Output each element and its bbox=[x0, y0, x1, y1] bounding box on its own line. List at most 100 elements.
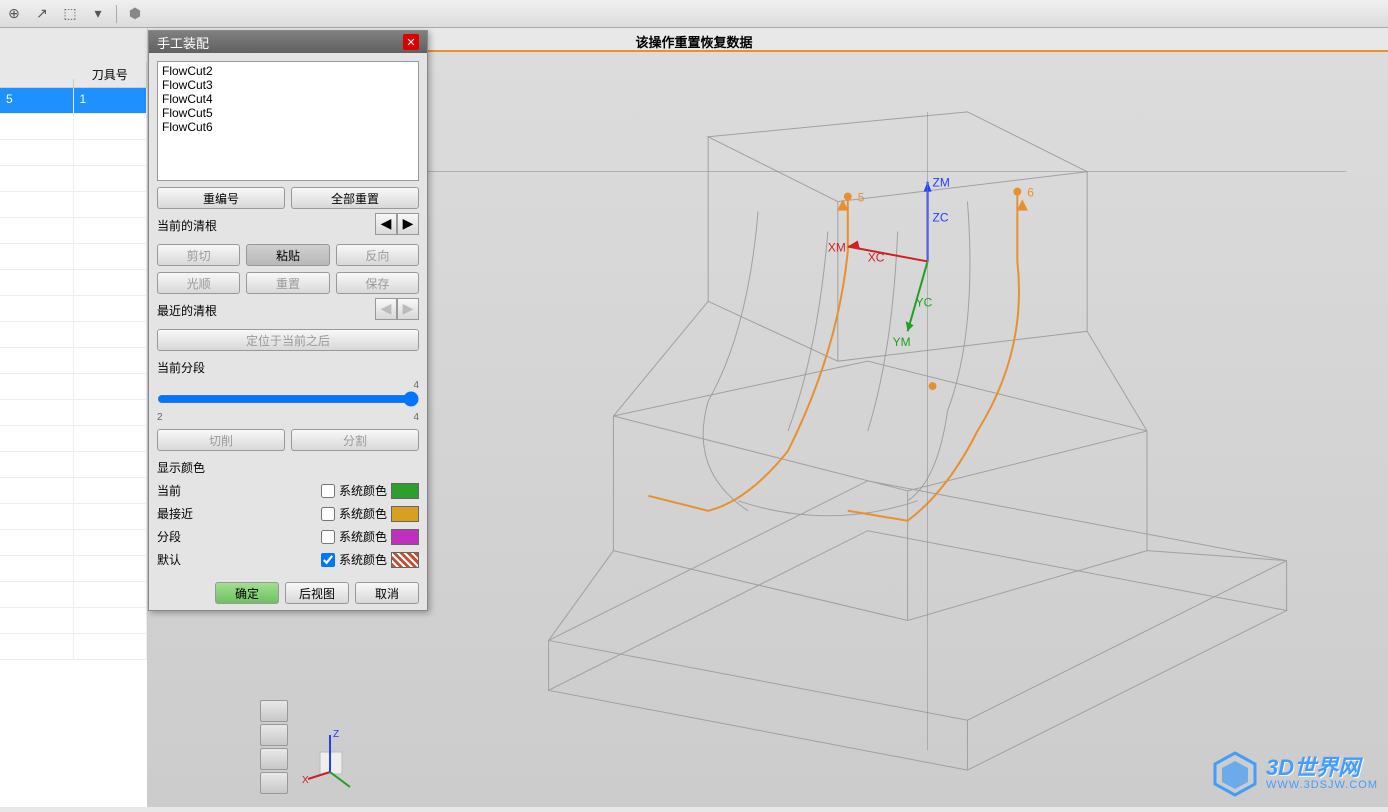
mini-tool-1[interactable] bbox=[260, 700, 288, 722]
prev-button[interactable]: ◀ bbox=[375, 213, 397, 235]
table-row[interactable] bbox=[0, 166, 147, 192]
watermark-logo-icon bbox=[1210, 749, 1260, 799]
reset-button[interactable]: 重置 bbox=[246, 272, 329, 294]
system-color-checkbox[interactable] bbox=[321, 484, 335, 498]
tool-icon-cube[interactable]: ⬢ bbox=[125, 4, 145, 24]
segment-label: 当前分段 bbox=[157, 359, 419, 376]
wireframe-model bbox=[549, 112, 1287, 770]
svg-text:YM: YM bbox=[893, 335, 911, 349]
svg-text:ZM: ZM bbox=[933, 176, 950, 190]
path-label-5: 5 bbox=[858, 191, 865, 205]
left-rows: 51 bbox=[0, 88, 147, 660]
list-item[interactable]: FlowCut2 bbox=[160, 64, 416, 78]
list-item[interactable]: FlowCut3 bbox=[160, 78, 416, 92]
recent-prev-button[interactable]: ◀ bbox=[375, 298, 397, 320]
table-row[interactable] bbox=[0, 426, 147, 452]
color-swatch[interactable] bbox=[391, 506, 419, 522]
mini-tool-2[interactable] bbox=[260, 724, 288, 746]
cancel-button[interactable]: 取消 bbox=[355, 582, 419, 604]
tool-icon-4[interactable]: ▾ bbox=[88, 4, 108, 24]
mini-tool-3[interactable] bbox=[260, 748, 288, 770]
header-cell-tool: 刀具号 bbox=[74, 62, 148, 87]
smooth-button[interactable]: 光顺 bbox=[157, 272, 240, 294]
position-after-button[interactable]: 定位于当前之后 bbox=[157, 329, 419, 351]
left-panel: 刀具号 51 bbox=[0, 28, 148, 807]
next-button[interactable]: ▶ bbox=[397, 213, 419, 235]
system-color-checkbox[interactable] bbox=[321, 530, 335, 544]
path-label-6: 6 bbox=[1027, 186, 1034, 200]
tool-icon-3[interactable]: ⬚ bbox=[60, 4, 80, 24]
color-swatch[interactable] bbox=[391, 529, 419, 545]
split-button[interactable]: 分割 bbox=[291, 429, 419, 451]
color-swatch[interactable] bbox=[391, 552, 419, 568]
table-row[interactable] bbox=[0, 296, 147, 322]
axis-triad-main: ZM ZC XM XC YM YC bbox=[409, 112, 1347, 750]
color-row: 默认系统颜色 bbox=[157, 551, 419, 568]
ok-button[interactable]: 确定 bbox=[215, 582, 279, 604]
top-toolbar: ⊕ ↗ ⬚ ▾ ⬢ bbox=[0, 0, 1388, 28]
reverse-button[interactable]: 反向 bbox=[336, 244, 419, 266]
svg-text:XC: XC bbox=[868, 250, 885, 264]
list-item[interactable]: FlowCut5 bbox=[160, 106, 416, 120]
tool-icon-1[interactable]: ⊕ bbox=[4, 4, 24, 24]
watermark-text: 3D世界网 bbox=[1266, 757, 1378, 779]
flowcut-listbox[interactable]: FlowCut2FlowCut3FlowCut4FlowCut5FlowCut6 bbox=[157, 61, 419, 181]
triad-corner: X Z bbox=[300, 727, 370, 797]
left-panel-header: 刀具号 bbox=[0, 28, 147, 88]
dialog-title-text: 手工装配 bbox=[157, 33, 209, 52]
close-icon[interactable]: ✕ bbox=[403, 34, 419, 50]
dialog-titlebar[interactable]: 手工装配 ✕ bbox=[149, 31, 427, 53]
tool-icon-2[interactable]: ↗ bbox=[32, 4, 52, 24]
system-color-checkbox[interactable] bbox=[321, 507, 335, 521]
table-row[interactable] bbox=[0, 452, 147, 478]
toolbar-divider bbox=[116, 5, 117, 23]
table-row[interactable] bbox=[0, 244, 147, 270]
table-row[interactable] bbox=[0, 140, 147, 166]
cut-button[interactable]: 剪切 bbox=[157, 244, 240, 266]
table-row[interactable] bbox=[0, 218, 147, 244]
table-row[interactable] bbox=[0, 322, 147, 348]
renumber-button[interactable]: 重编号 bbox=[157, 187, 285, 209]
mini-tool-4[interactable] bbox=[260, 772, 288, 794]
colors-label: 显示颜色 bbox=[157, 459, 419, 476]
table-row[interactable] bbox=[0, 114, 147, 140]
table-row[interactable] bbox=[0, 348, 147, 374]
table-row[interactable]: 51 bbox=[0, 88, 147, 114]
system-color-checkbox[interactable] bbox=[321, 553, 335, 567]
recent-next-button[interactable]: ▶ bbox=[397, 298, 419, 320]
svg-text:Z: Z bbox=[333, 729, 339, 740]
mini-toolbar bbox=[260, 700, 290, 794]
cutop-button[interactable]: 切削 bbox=[157, 429, 285, 451]
table-row[interactable] bbox=[0, 582, 147, 608]
table-row[interactable] bbox=[0, 192, 147, 218]
table-row[interactable] bbox=[0, 634, 147, 660]
table-row[interactable] bbox=[0, 270, 147, 296]
paste-button[interactable]: 粘贴 bbox=[246, 244, 329, 266]
svg-text:YC: YC bbox=[916, 295, 933, 309]
list-item[interactable]: FlowCut4 bbox=[160, 92, 416, 106]
current-root-label: 当前的清根 bbox=[157, 217, 217, 234]
table-row[interactable] bbox=[0, 530, 147, 556]
svg-text:ZC: ZC bbox=[933, 211, 949, 225]
watermark-sub: WWW.3DSJW.COM bbox=[1266, 779, 1378, 791]
table-row[interactable] bbox=[0, 400, 147, 426]
color-row: 分段系统颜色 bbox=[157, 528, 419, 545]
color-row: 当前系统颜色 bbox=[157, 482, 419, 499]
table-row[interactable] bbox=[0, 556, 147, 582]
recent-root-label: 最近的清根 bbox=[157, 302, 217, 319]
svg-text:X: X bbox=[302, 775, 309, 786]
segment-slider[interactable] bbox=[157, 391, 419, 407]
svg-text:XM: XM bbox=[828, 240, 846, 254]
color-swatch[interactable] bbox=[391, 483, 419, 499]
watermark: 3D世界网 WWW.3DSJW.COM bbox=[1210, 749, 1378, 799]
save-button[interactable]: 保存 bbox=[336, 272, 419, 294]
table-row[interactable] bbox=[0, 374, 147, 400]
reset-all-button[interactable]: 全部重置 bbox=[291, 187, 419, 209]
table-row[interactable] bbox=[0, 478, 147, 504]
list-item[interactable]: FlowCut6 bbox=[160, 120, 416, 134]
back-view-button[interactable]: 后视图 bbox=[285, 582, 349, 604]
header-cell-empty bbox=[0, 79, 74, 87]
table-row[interactable] bbox=[0, 504, 147, 530]
table-row[interactable] bbox=[0, 608, 147, 634]
color-row: 最接近系统颜色 bbox=[157, 505, 419, 522]
